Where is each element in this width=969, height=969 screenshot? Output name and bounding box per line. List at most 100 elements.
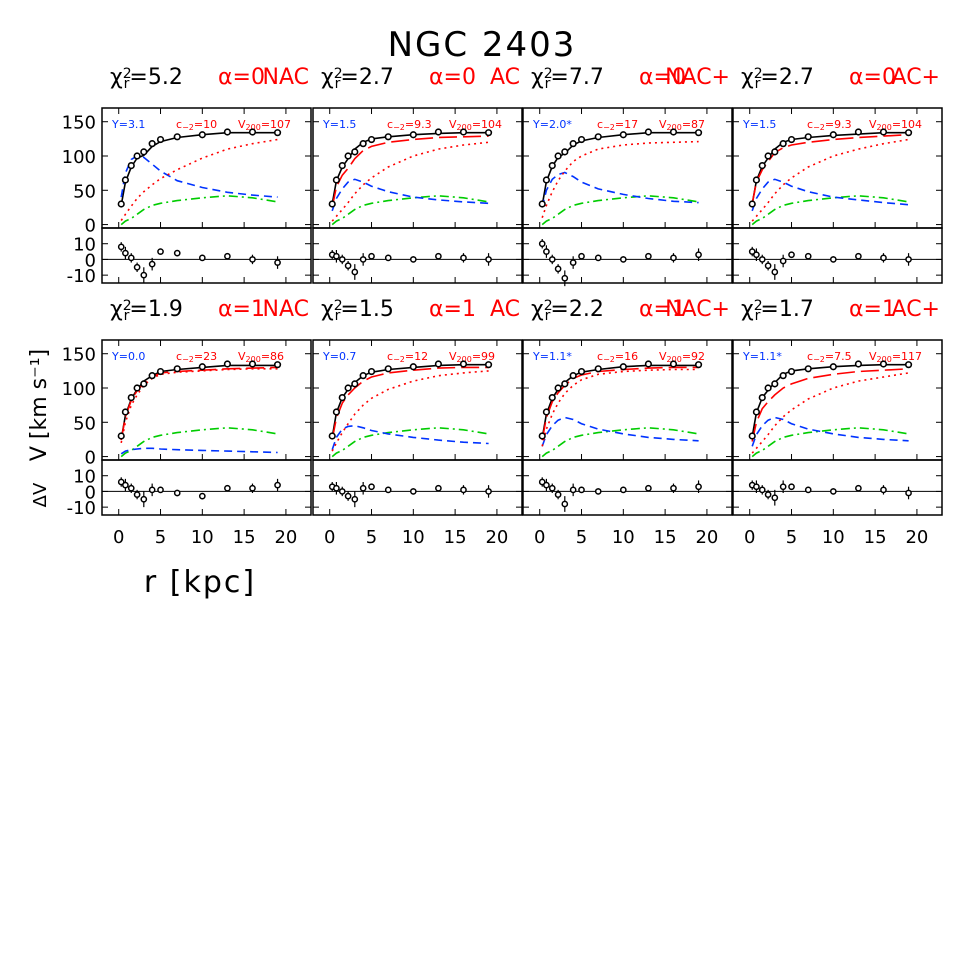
chi-label: χ2 r=5.2	[110, 65, 183, 92]
data-point	[771, 380, 779, 388]
data-point	[367, 135, 376, 144]
y-tick-label: 0	[85, 216, 96, 237]
data-point	[538, 200, 546, 208]
model-label: AC+	[892, 65, 940, 90]
residual-point	[670, 254, 677, 262]
x-tick-label: 20	[485, 527, 508, 548]
c-label-part: 17	[624, 118, 638, 131]
v200-label-part: =	[261, 118, 270, 131]
c-label-part: c	[807, 350, 813, 363]
c-label: c−2=23	[176, 350, 217, 364]
data-point	[854, 128, 863, 136]
data-point	[748, 432, 756, 440]
residual-point	[460, 486, 467, 494]
y-tick-label: 150	[62, 345, 96, 366]
c-label-part: 9.3	[834, 118, 852, 131]
residual-point	[344, 492, 352, 500]
residual-point	[173, 489, 181, 497]
residual-point	[249, 256, 256, 263]
data-point	[359, 140, 367, 148]
c-label: c−2=12	[387, 350, 428, 364]
residual-point	[855, 484, 862, 492]
residual-point	[548, 256, 556, 263]
c-label-part: −2	[182, 123, 194, 132]
v200-label-part: =	[472, 118, 481, 131]
residual-point	[561, 274, 569, 282]
chi-label-part: 2	[334, 298, 343, 314]
model-curve	[331, 194, 489, 226]
v200-label: V200=99	[449, 350, 495, 364]
v200-label-part: =	[472, 350, 481, 363]
chi-label-part: =	[550, 65, 568, 90]
alpha-label: α=1	[639, 297, 686, 322]
residual-point	[771, 494, 779, 502]
data-point	[787, 135, 796, 144]
model-curve	[541, 140, 699, 218]
data-point	[117, 200, 125, 208]
x-tick-label: 10	[822, 527, 845, 548]
upsilon-label-part: 2.0*	[549, 118, 572, 131]
x-tick-label: 10	[191, 527, 214, 548]
data-point	[542, 176, 551, 184]
c-label-part: c	[807, 118, 813, 131]
data-point	[156, 135, 165, 144]
data-point	[748, 200, 756, 208]
model-curve	[120, 368, 278, 444]
residual-tick-label: -10	[67, 498, 96, 519]
chi-label-part: =	[129, 65, 147, 90]
c-label-part: =	[825, 350, 834, 363]
data-point	[752, 408, 761, 416]
data-point	[484, 361, 493, 369]
alpha-label: α=1	[429, 297, 476, 322]
residual-point	[804, 252, 812, 260]
chi-label: χ2 r=1.5	[321, 297, 394, 324]
data-point	[594, 365, 602, 373]
model-curve	[751, 194, 909, 226]
model-curve	[331, 178, 489, 212]
model-curve	[120, 131, 278, 206]
residual-point	[198, 492, 206, 500]
upsilon-label-part: 1.1*	[549, 350, 572, 363]
chi-label-part: 2.7	[359, 65, 394, 90]
c-label: c−2=10	[176, 118, 217, 132]
data-point	[133, 152, 141, 160]
x-tick-label: 15	[444, 527, 467, 548]
c-label-part: 10	[203, 118, 217, 131]
v200-label-part: V	[238, 350, 246, 363]
v200-label-part: V	[238, 118, 246, 131]
upsilon-label: Υ=1.5	[322, 118, 356, 131]
data-point	[459, 128, 468, 136]
residual-point	[127, 484, 135, 492]
upsilon-label-part: Υ=	[532, 350, 549, 363]
c-label-part: −2	[603, 123, 615, 132]
model-label: AC+	[892, 297, 940, 322]
v200-label-part: 107	[270, 118, 291, 131]
residual-point	[569, 259, 577, 266]
residual-point	[670, 484, 677, 492]
residual-point	[538, 478, 546, 486]
v200-label-part: =	[892, 118, 901, 131]
v200-label-part: 92	[691, 350, 705, 363]
data-point	[121, 176, 130, 184]
model-curve	[751, 133, 909, 205]
upsilon-label: Υ=1.1*	[742, 350, 782, 363]
data-point	[434, 128, 443, 136]
residual-point	[460, 254, 467, 262]
alpha-label-part: α=	[218, 297, 251, 322]
chi-label-part: 2	[544, 66, 553, 82]
data-point	[804, 133, 812, 141]
c-label-part: −2	[393, 123, 405, 132]
residual-point	[368, 252, 375, 260]
upsilon-label-part: Υ=	[322, 118, 339, 131]
x-tick-label: 10	[612, 527, 635, 548]
alpha-label-part: 0	[251, 65, 265, 90]
c-label: c−2=17	[597, 118, 638, 132]
c-label-part: 9.3	[414, 118, 432, 131]
data-point	[752, 176, 761, 184]
residual-point	[274, 259, 281, 266]
upsilon-label: Υ=0.0	[111, 350, 145, 363]
residual-frame	[522, 459, 733, 516]
data-point	[148, 140, 156, 148]
chi-label-part: =	[129, 297, 147, 322]
